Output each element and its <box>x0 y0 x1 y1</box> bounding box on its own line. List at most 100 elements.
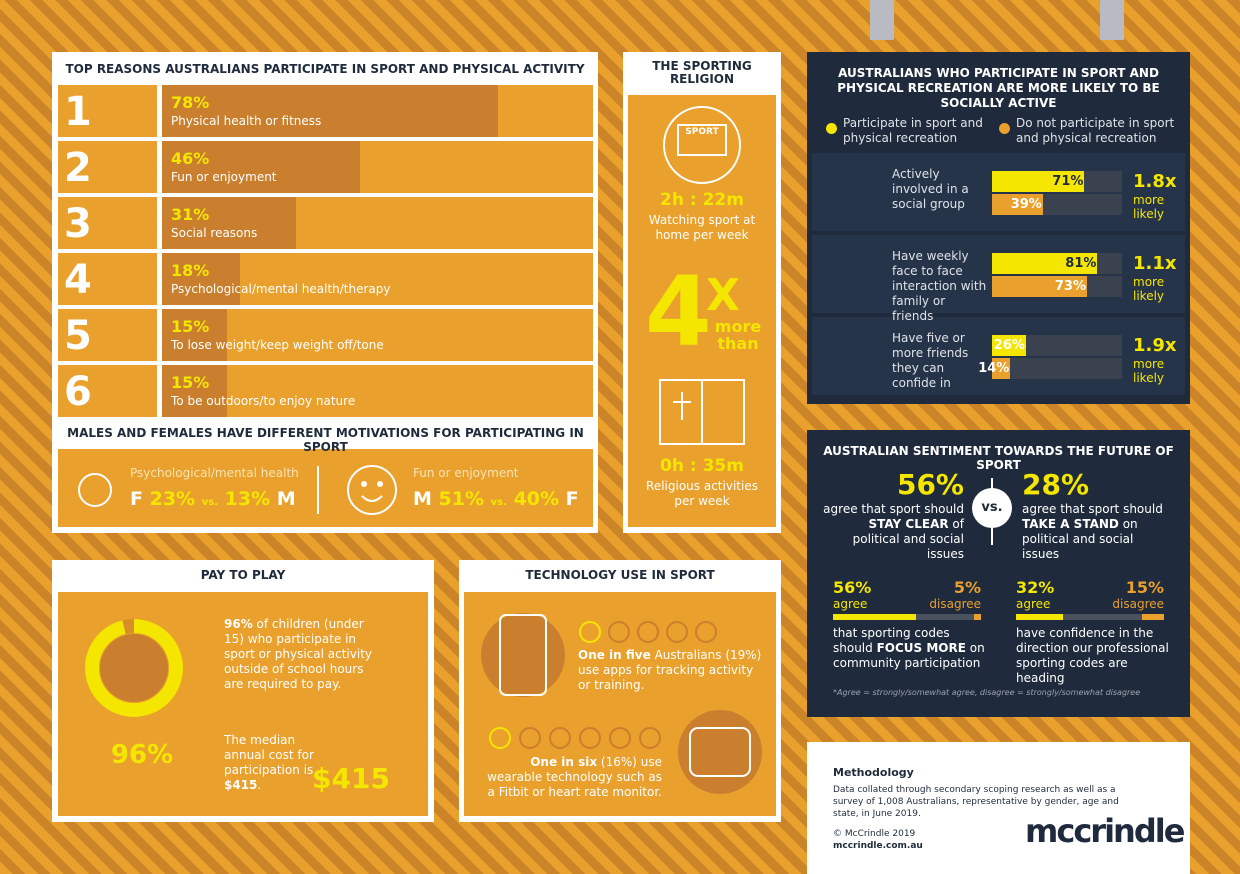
pay-text: 96% of children (under 15) who participa… <box>224 617 372 692</box>
footnote: *Agree = strongly/somewhat agree, disagr… <box>833 688 1141 697</box>
ratio-note: more likely <box>1133 357 1165 385</box>
multiple: 4 <box>645 256 712 368</box>
hook <box>870 0 894 40</box>
bar-text: have confidence in the direction our pro… <box>1016 626 1170 686</box>
agree-label: 56% <box>833 578 872 597</box>
wear-text: One in six (16%) use wearable technology… <box>480 755 662 800</box>
sport-text: Watching sport at home per week <box>648 213 756 242</box>
gender-box <box>58 449 593 527</box>
gender: F <box>130 488 143 510</box>
bar-label: Physical health or fitness <box>171 114 322 128</box>
sentiment-panel <box>807 430 1190 717</box>
rank-box <box>58 253 157 305</box>
bar <box>992 276 1087 297</box>
rank: 3 <box>64 201 92 247</box>
bar-label: Fun or enjoyment <box>171 170 277 184</box>
bar <box>1016 614 1064 620</box>
legend-swatch <box>826 123 837 134</box>
bar-track <box>992 358 1122 379</box>
person-icon <box>489 727 511 749</box>
icon-eye <box>361 481 367 487</box>
agree-label: 32% <box>1016 578 1055 597</box>
icon-screen <box>677 124 727 156</box>
bar <box>1141 614 1164 620</box>
disagree-text: disagree <box>1112 597 1164 611</box>
gender-label: Fun or enjoyment <box>413 466 519 480</box>
bar <box>973 614 981 620</box>
icon-phone <box>499 614 547 696</box>
value-label: 18% <box>171 261 210 280</box>
text: agree that sport should <box>823 502 964 516</box>
percent: 40% <box>513 488 560 510</box>
stat-text: agree that sport should TAKE A STAND on … <box>1022 502 1172 562</box>
religion-time: 0h : 35m <box>660 456 744 476</box>
bar-track <box>1016 614 1164 620</box>
bar <box>992 358 1011 379</box>
ratio-note: more likely <box>1133 193 1165 221</box>
icon-watch-bg <box>678 710 762 794</box>
bar <box>162 365 227 417</box>
bold-text: STAY CLEAR <box>868 517 949 531</box>
gender-stat: F 23% vs. 13% M <box>130 488 296 510</box>
legend-swatch <box>999 123 1010 134</box>
text: The median annual cost for participation… <box>224 733 314 777</box>
person-icon <box>579 621 601 643</box>
bold-text: One in five <box>578 648 651 662</box>
text: have confidence in the direction our pro… <box>1016 626 1169 685</box>
vs: vs. <box>490 497 507 508</box>
url: mccrindle.com.au <box>833 841 923 851</box>
rank-box <box>58 197 157 249</box>
bar-text: that sporting codes should FOCUS MORE on… <box>833 626 987 671</box>
gender: M <box>276 488 296 510</box>
cost-text: The median annual cost for participation… <box>224 733 316 793</box>
row-bg <box>812 235 1185 313</box>
value-label: 26% <box>993 338 1025 353</box>
bar-track <box>162 309 593 361</box>
agree-text: agree <box>1016 597 1051 611</box>
sentiment-title: AUSTRALIAN SENTIMENT TOWARDS THE FUTURE … <box>823 444 1174 472</box>
person-icon <box>639 727 661 749</box>
ratio: 1.1x <box>1133 253 1177 274</box>
method-text: Data collated through secondary scoping … <box>833 785 1119 819</box>
icon-mouth <box>361 495 383 502</box>
bar-label: To lose weight/keep weight off/tone <box>171 338 384 352</box>
rank: 6 <box>64 369 92 415</box>
icon-eye <box>377 481 383 487</box>
bar <box>162 141 361 193</box>
hook <box>1100 0 1124 40</box>
vs: vs. <box>201 497 218 508</box>
person-icon <box>609 727 631 749</box>
text: that sporting codes should <box>833 626 950 655</box>
gender: M <box>413 488 432 510</box>
logo: mccrindle <box>1025 812 1185 850</box>
religion-text: Religious activities per week <box>646 479 758 508</box>
copyright: © McCrindle 2019 <box>833 829 916 839</box>
rank-box <box>58 85 157 137</box>
social-title: AUSTRALIANS WHO PARTICIPATE IN SPORT AND… <box>837 66 1160 110</box>
pay-title: PAY TO PLAY <box>200 568 286 582</box>
bar-label: Psychological/mental health/therapy <box>171 282 391 296</box>
legend-label: Participate in sport and physical recrea… <box>843 116 983 145</box>
religion-inner <box>628 95 776 527</box>
bold-text: FOCUS MORE <box>876 641 966 655</box>
person-icon <box>549 727 571 749</box>
bold-text: One in six <box>530 755 598 769</box>
legend-label: Do not participate in sport and physical… <box>1016 116 1175 145</box>
stat: 28% <box>1022 468 1090 501</box>
disagree-label: 5% <box>953 578 981 597</box>
value-label: 15% <box>171 373 210 392</box>
person-icon <box>637 621 659 643</box>
tech-title: TECHNOLOGY USE IN SPORT <box>525 568 715 582</box>
text: agree that sport should <box>1022 502 1163 516</box>
icon-smile <box>347 465 397 515</box>
value-label: 78% <box>171 93 210 112</box>
row-label: Have weekly face to face interaction wit… <box>892 249 987 323</box>
bar-label: To be outdoors/to enjoy nature <box>171 394 356 408</box>
text: of political and social issues <box>852 517 964 561</box>
row-bg <box>812 153 1185 231</box>
bar-track <box>162 365 593 417</box>
bold-text: 96% <box>224 617 253 631</box>
vs-circle <box>972 488 1012 528</box>
stat: 56% <box>896 468 964 501</box>
